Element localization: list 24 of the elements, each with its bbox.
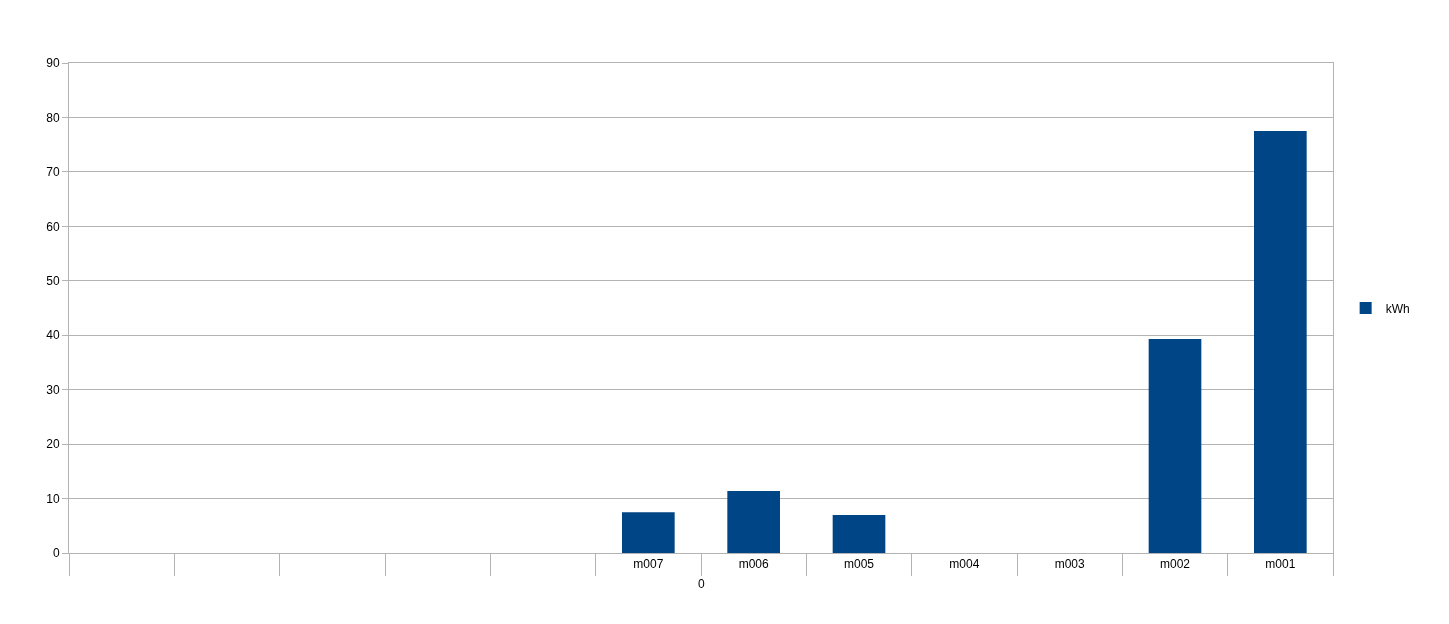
x-tick-label: m001 <box>1265 557 1296 572</box>
y-tick-label: 80 <box>46 110 60 125</box>
bar <box>622 512 675 553</box>
x-tick-label: m005 <box>843 557 875 572</box>
y-tick-label: 90 <box>46 56 60 71</box>
bar <box>1148 339 1202 553</box>
x-tick-label: m006 <box>738 557 769 572</box>
legend-label: kWh <box>1385 301 1410 316</box>
x-tick-label: m002 <box>1159 557 1191 572</box>
y-tick-label: 60 <box>46 219 60 234</box>
x-tick-label: m007 <box>633 557 664 572</box>
y-tick-label: 10 <box>46 491 60 506</box>
y-tick-label: 70 <box>46 165 60 180</box>
y-tick-label: 20 <box>46 437 60 452</box>
y-tick-label: 0 <box>52 546 60 561</box>
bar <box>727 490 780 553</box>
x-tick-label: m004 <box>949 557 980 572</box>
y-tick-label: 40 <box>46 328 60 343</box>
text: 0 <box>698 577 705 591</box>
bar <box>832 514 886 553</box>
y-tick-label: 50 <box>46 273 60 288</box>
x-tick-label: m003 <box>1054 557 1085 572</box>
bar <box>1254 131 1307 553</box>
y-tick-label: 30 <box>46 382 60 397</box>
